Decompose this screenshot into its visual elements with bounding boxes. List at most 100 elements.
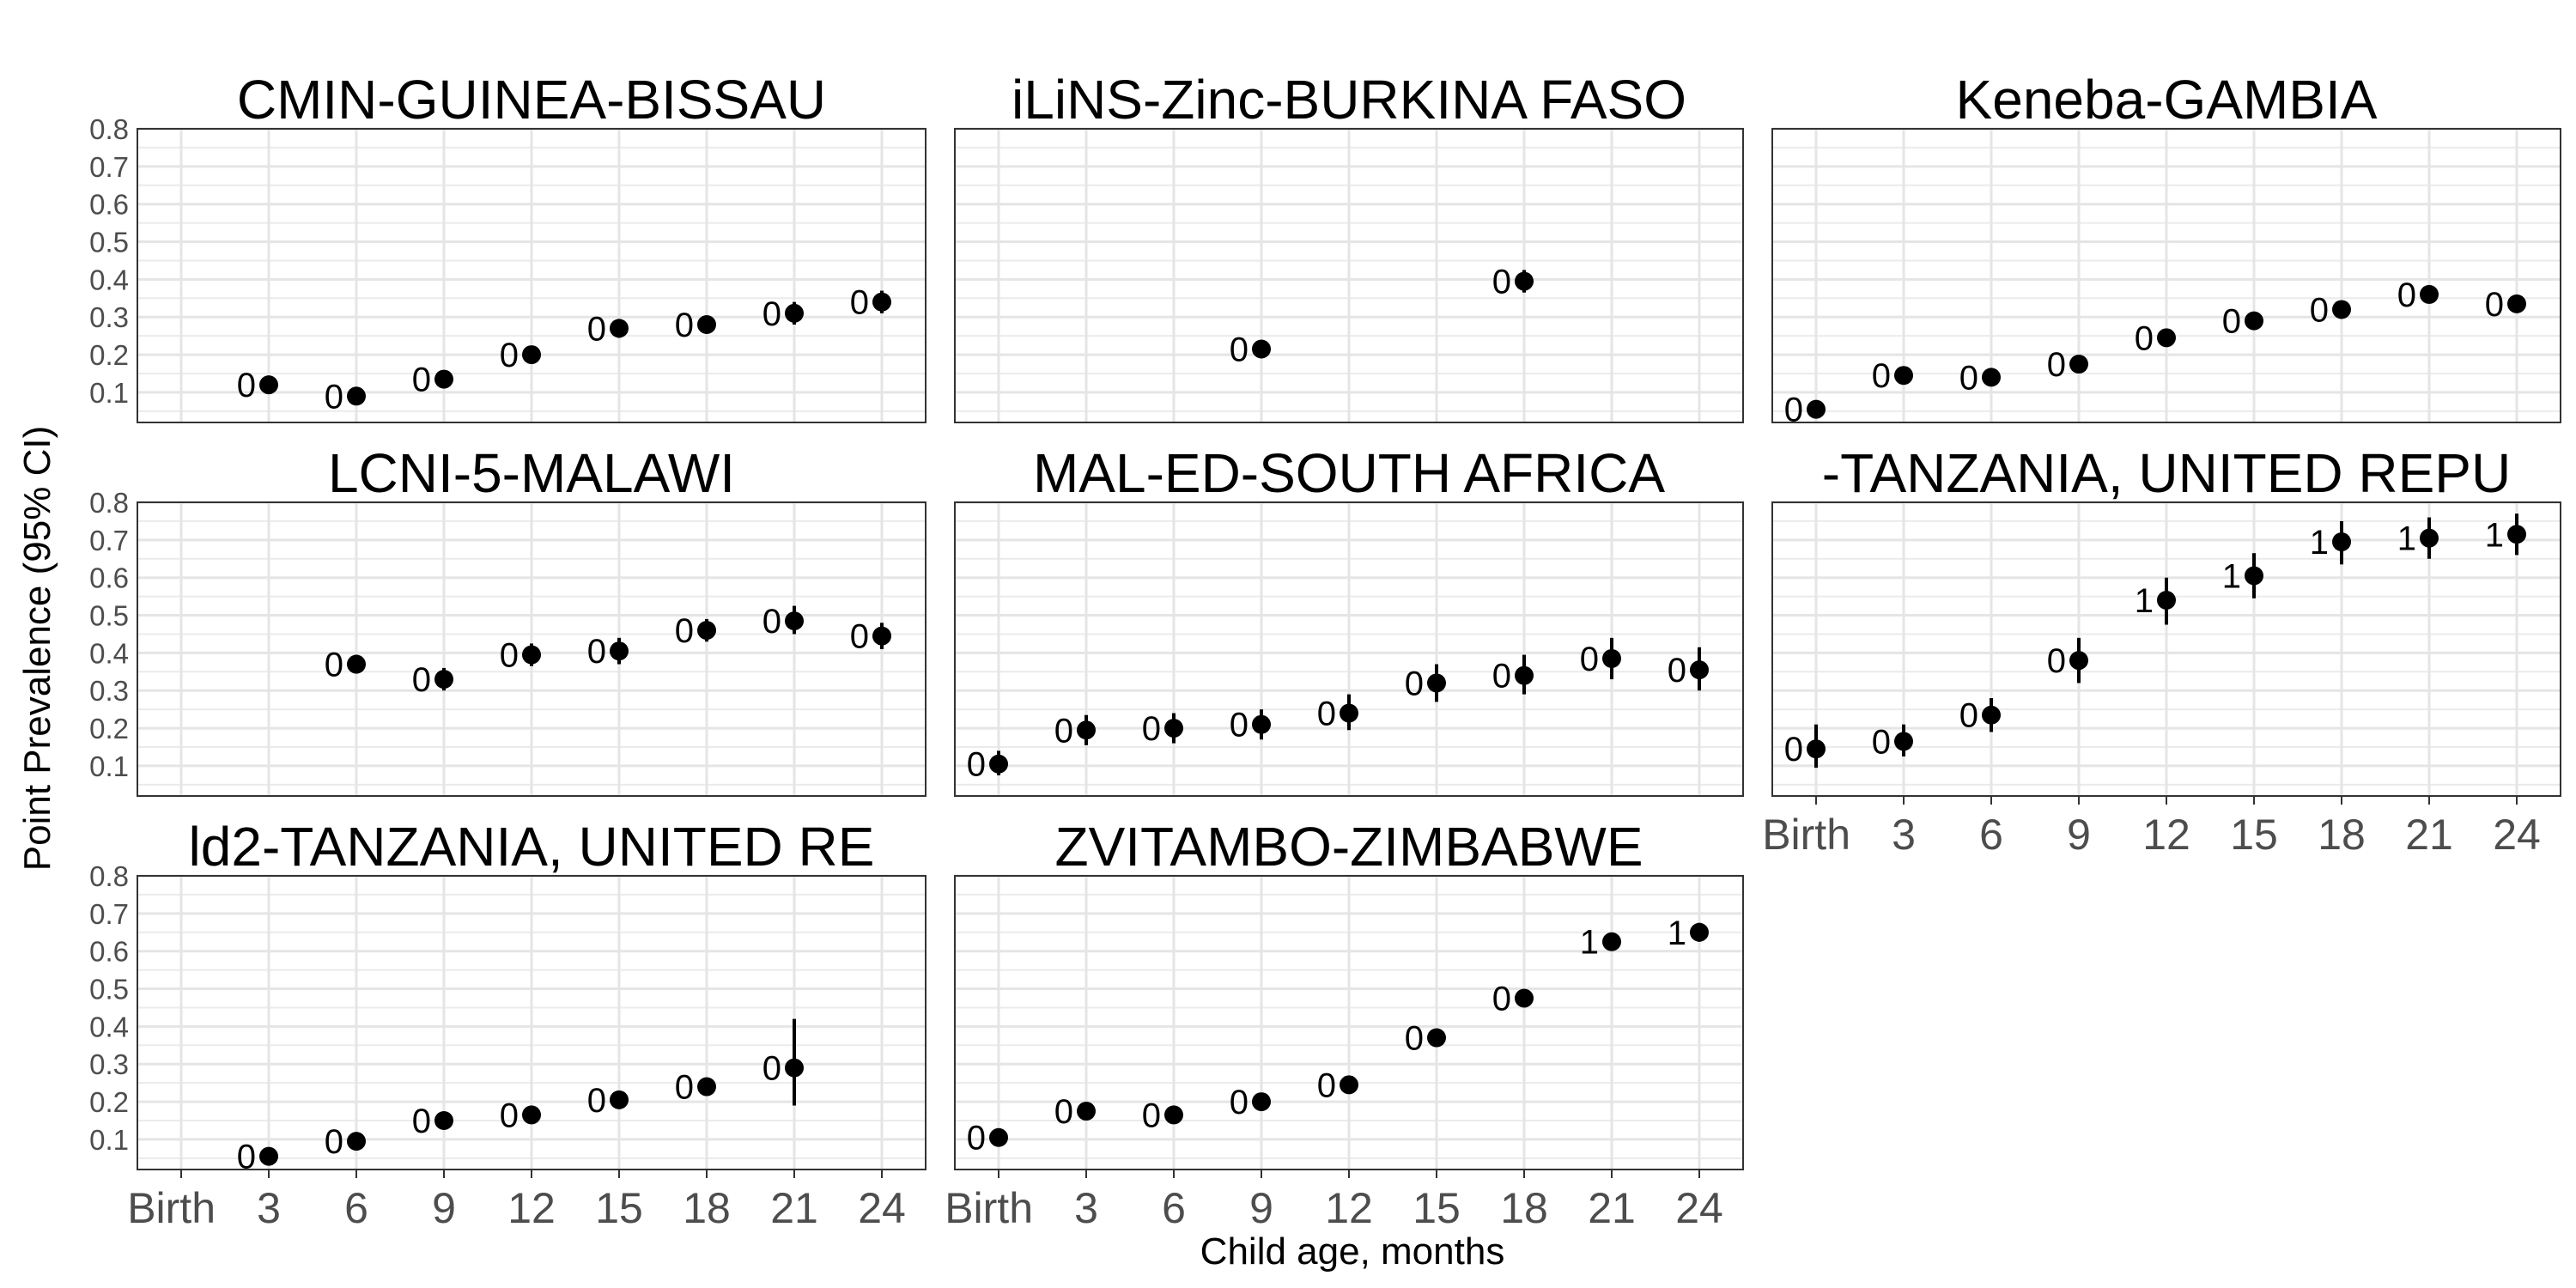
panel: -TANZANIA, UNITED REPU 0 0 0 0 1 1 1 1 1 bbox=[1771, 442, 2561, 797]
y-tick-label: 0.7 bbox=[89, 151, 129, 183]
x-tick-label: 21 bbox=[770, 1184, 818, 1232]
y-tick-label: 0.3 bbox=[89, 675, 129, 707]
data-point bbox=[1252, 1092, 1271, 1112]
data-point bbox=[259, 375, 278, 395]
point-label: 0 bbox=[2310, 291, 2329, 329]
point-label: 0 bbox=[1230, 331, 1249, 369]
x-tick-label: Birth bbox=[127, 1184, 216, 1232]
x-axis-label: Child age, months bbox=[1200, 1230, 1505, 1273]
y-tick-label: 0.7 bbox=[89, 898, 129, 930]
point-label: 1 bbox=[1580, 924, 1599, 962]
y-tick-label: 0.8 bbox=[89, 487, 129, 519]
point-label: 0 bbox=[1317, 696, 1336, 733]
point-label: 0 bbox=[412, 661, 431, 699]
point-label: 0 bbox=[762, 603, 781, 641]
point-label: 0 bbox=[2222, 303, 2241, 341]
y-tick-label: 0.6 bbox=[89, 189, 129, 221]
data-point bbox=[434, 670, 453, 690]
x-tick-label: 18 bbox=[2318, 811, 2366, 859]
point-label: 0 bbox=[967, 1120, 986, 1157]
point-label: 0 bbox=[500, 637, 519, 675]
x-tick-label: 9 bbox=[2067, 811, 2091, 859]
panel-title: MAL-ED-SOUTH AFRICA bbox=[1033, 442, 1665, 504]
panel-border bbox=[954, 128, 1744, 423]
y-tick-label: 0.1 bbox=[89, 750, 129, 782]
point-label: 0 bbox=[1784, 731, 1803, 769]
point-label: 0 bbox=[1492, 264, 1511, 301]
point-label: 0 bbox=[237, 367, 256, 404]
x-tick-label: 21 bbox=[1588, 1184, 1636, 1232]
point-label: 1 bbox=[2135, 582, 2154, 620]
x-tick-label: 21 bbox=[2405, 811, 2453, 859]
point-label: 0 bbox=[1668, 652, 1686, 690]
point-label: 0 bbox=[1959, 359, 1978, 397]
panel-title: ld2-TANZANIA, UNITED RE bbox=[189, 816, 875, 878]
point-label: 0 bbox=[500, 1097, 519, 1134]
y-tick-label: 0.4 bbox=[89, 637, 129, 669]
point-label: 1 bbox=[2485, 516, 2504, 554]
data-point bbox=[434, 1111, 453, 1130]
y-tick-label: 0.8 bbox=[89, 113, 129, 145]
point-label: 0 bbox=[587, 310, 606, 348]
data-point bbox=[347, 386, 366, 406]
y-tick-label: 0.2 bbox=[89, 713, 129, 744]
x-tick-labels: Birth 3 6 9 12 15 18 21 24 Birth 3 6 9 12 15 18 21 24 Birt… bbox=[127, 796, 2541, 1232]
x-tick-label: 6 bbox=[344, 1184, 368, 1232]
panel-border bbox=[137, 501, 927, 797]
y-tick-label: 0.2 bbox=[89, 1086, 129, 1118]
data-point bbox=[1164, 719, 1183, 738]
panel-title: CMIN-GUINEA-BISSAU bbox=[237, 69, 826, 131]
point-label: 0 bbox=[1230, 1084, 1249, 1121]
y-tick-label: 0.4 bbox=[89, 264, 129, 295]
data-point bbox=[434, 369, 453, 389]
data-point bbox=[785, 1058, 804, 1078]
data-point bbox=[2069, 651, 2088, 671]
y-tick-label: 0.3 bbox=[89, 1048, 129, 1080]
data-point bbox=[610, 1090, 629, 1109]
x-tick-label: 6 bbox=[1162, 1184, 1186, 1232]
point-label: 0 bbox=[1492, 658, 1511, 696]
point-label: 1 bbox=[2397, 520, 2416, 558]
x-tick-label: 12 bbox=[2142, 811, 2190, 859]
x-tick-label: 12 bbox=[507, 1184, 556, 1232]
data-point bbox=[697, 621, 716, 641]
point-label: 0 bbox=[967, 746, 986, 784]
point-label: 0 bbox=[1054, 712, 1073, 750]
point-label: 0 bbox=[1317, 1066, 1336, 1104]
data-point bbox=[872, 292, 891, 312]
point-label: 0 bbox=[1230, 707, 1249, 744]
point-label: 0 bbox=[412, 361, 431, 399]
data-point bbox=[2157, 591, 2176, 610]
data-point bbox=[697, 1077, 716, 1097]
data-point bbox=[1602, 932, 1621, 951]
data-point bbox=[522, 345, 541, 365]
data-point bbox=[989, 754, 1008, 774]
data-point bbox=[2245, 311, 2263, 331]
point-label: 0 bbox=[325, 378, 343, 416]
panel-border bbox=[1771, 128, 2561, 423]
point-label: 0 bbox=[675, 612, 694, 650]
data-point bbox=[610, 319, 629, 338]
data-point bbox=[1077, 1102, 1096, 1121]
x-tick-label: 6 bbox=[1979, 811, 2003, 859]
point-label: 0 bbox=[1959, 697, 1978, 735]
data-point bbox=[522, 645, 541, 665]
point-label: 0 bbox=[1580, 641, 1599, 678]
panel-title: iLiNS-Zinc-BURKINA FASO bbox=[1012, 69, 1686, 131]
point-label: 0 bbox=[675, 307, 694, 344]
point-label: 0 bbox=[1054, 1093, 1073, 1131]
panel-border bbox=[954, 501, 1744, 797]
y-tick-label: 0.8 bbox=[89, 860, 129, 892]
x-tick-label: 15 bbox=[1413, 1184, 1461, 1232]
point-label: 0 bbox=[850, 284, 869, 322]
data-point bbox=[2069, 355, 2088, 374]
data-point bbox=[347, 654, 366, 674]
x-tick-label: 24 bbox=[858, 1184, 906, 1232]
data-point bbox=[1252, 339, 1271, 359]
panel: MAL-ED-SOUTH AFRICA 0 0 0 0 0 0 0 0 0 bbox=[954, 442, 1744, 797]
y-tick-label: 0.7 bbox=[89, 525, 129, 556]
point-label: 1 bbox=[2310, 524, 2329, 562]
x-tick-label: 3 bbox=[1892, 811, 1916, 859]
data-point bbox=[1602, 648, 1621, 668]
